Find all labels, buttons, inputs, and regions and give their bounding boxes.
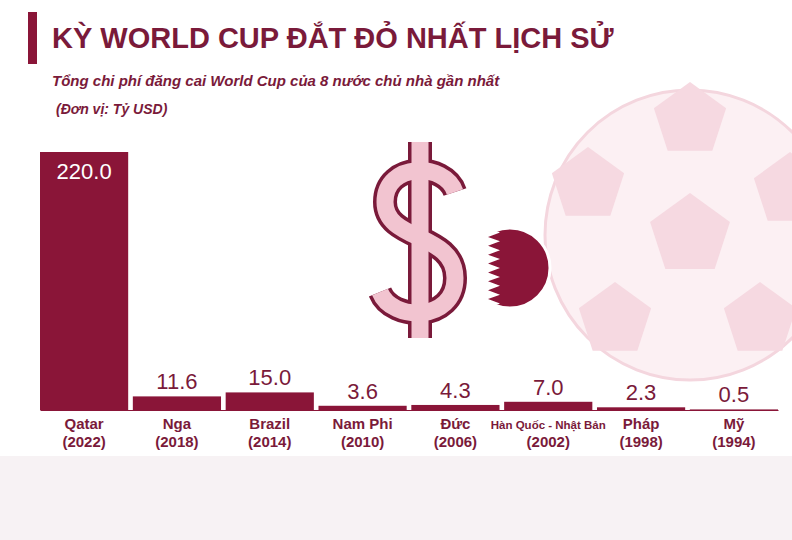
logo-band (0, 456, 792, 540)
x-tick-label: Nga(2018) (155, 415, 198, 450)
bar (226, 392, 314, 410)
dollar-icon (380, 142, 455, 338)
ball-patch (754, 152, 792, 221)
ball-patch (654, 82, 726, 151)
x-tick-label-line: (2010) (341, 433, 384, 450)
flag-field (465, 225, 555, 315)
data-label: 15.0 (248, 365, 291, 390)
data-label: 7.0 (533, 375, 564, 400)
x-axis-line (41, 410, 779, 411)
unit-label: (Đơn vị: Tỷ USD) (56, 101, 168, 117)
x-tick-label-line: (2018) (155, 433, 198, 450)
x-tick-label-line: (2002) (527, 433, 570, 450)
data-label: 2.3 (626, 380, 657, 405)
ball-patch (724, 282, 792, 351)
x-tick-label-line: Nga (163, 415, 192, 432)
title-accent (28, 12, 37, 64)
dollar-stroke (412, 142, 429, 338)
bar (318, 406, 406, 410)
x-tick-label-line: (2006) (434, 433, 477, 450)
data-labels: 220.0 11.6 15.0 3.6 4.3 7.0 2.3 0.5 (57, 159, 750, 407)
data-label: 220.0 (57, 159, 112, 184)
bar (504, 402, 592, 410)
x-tick: Brazil(2014) (248, 410, 291, 450)
x-tick-label: Brazil(2014) (248, 415, 291, 450)
subtitle: Tổng chi phí đăng cai World Cup của 8 nư… (52, 72, 500, 89)
bar (133, 396, 221, 410)
x-tick-label-line: Mỹ (723, 415, 744, 432)
x-tick-label-line: Đức (440, 415, 470, 432)
decoration (0, 82, 792, 540)
x-tick-label-line: (1994) (712, 433, 755, 450)
x-tick-label: Đức(2006) (434, 415, 477, 450)
x-tick-label-line: Qatar (65, 415, 104, 432)
ball-patch (552, 147, 624, 216)
data-label: 3.6 (347, 379, 378, 404)
x-tick-label-line: Pháp (623, 415, 660, 432)
x-axis: Qatar(2022)Nga(2018)Brazil(2014)Nam Phi(… (41, 410, 779, 450)
bar (597, 407, 685, 410)
flag-ring (470, 228, 550, 308)
x-tick-label: Mỹ(1994) (712, 415, 755, 450)
x-tick-label-line: Hàn Quốc - Nhật Bản (491, 419, 606, 432)
x-tick-label: Nam Phi(2010) (333, 415, 393, 450)
chart: KỲ WORLD CUP ĐẮT ĐỎ NHẤT LỊCH SỬ Tổng chi… (0, 0, 792, 540)
data-label: 11.6 (156, 369, 197, 394)
x-tick-label: Hàn Quốc - Nhật Bản(2002) (491, 419, 606, 450)
x-tick: Đức(2006) (434, 410, 477, 450)
title: KỲ WORLD CUP ĐẮT ĐỎ NHẤT LỊCH SỬ (52, 21, 615, 54)
bar (40, 152, 128, 410)
data-label: 4.3 (440, 378, 471, 403)
x-tick-label-line: Nam Phi (333, 415, 393, 432)
x-tick: Pháp(1998) (619, 410, 662, 450)
x-tick-label-line: (2014) (248, 433, 291, 450)
data-label: 0.5 (719, 382, 750, 407)
x-tick: Nga(2018) (155, 410, 198, 450)
x-tick-label-line: (1998) (619, 433, 662, 450)
dollar-stroke (408, 142, 432, 338)
x-tick-label: Qatar(2022) (62, 415, 105, 450)
bars (40, 152, 778, 410)
x-tick: Nam Phi(2010) (333, 410, 393, 450)
flag-icon (465, 225, 555, 315)
bar (411, 405, 499, 410)
x-tick-label-line: Brazil (249, 415, 290, 432)
x-tick: Mỹ(1994) (712, 410, 755, 450)
football (545, 82, 792, 380)
x-tick-label: Pháp(1998) (619, 415, 662, 450)
x-tick-label-line: (2022) (62, 433, 105, 450)
x-tick: Qatar(2022) (62, 410, 105, 450)
ball-patch (579, 282, 651, 351)
ball-patch (650, 193, 730, 269)
x-tick: Hàn Quốc - Nhật Bản(2002) (491, 410, 606, 450)
